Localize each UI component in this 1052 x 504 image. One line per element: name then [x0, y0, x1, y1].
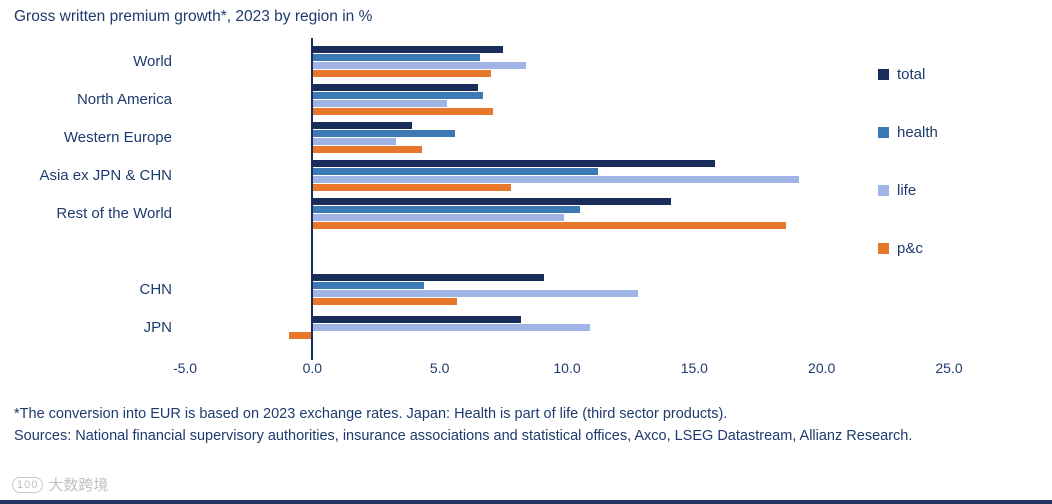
bar-group	[185, 80, 949, 118]
bar-health-chn	[312, 281, 425, 289]
bar-total-western-europe	[312, 121, 412, 129]
bar-total-chn	[312, 273, 545, 281]
bar-health-western-europe	[312, 129, 455, 137]
bar-group	[185, 42, 949, 80]
legend-label: health	[897, 124, 938, 141]
chart-row-north-america: North America	[0, 80, 949, 118]
footnote-sources: Sources: National financial supervisory …	[14, 427, 913, 444]
bar-group	[185, 118, 949, 156]
bar-health-world	[312, 53, 481, 61]
chart-title: Gross written premium growth*, 2023 by r…	[14, 8, 373, 25]
category-label: North America	[76, 90, 172, 108]
zero-axis-line	[311, 38, 314, 360]
chart-row-asia-ex-jpn-chn: Asia ex JPN & CHN	[0, 156, 949, 194]
bar-total-asia-ex-jpn-chn	[312, 159, 715, 167]
legend-swatch-total	[878, 69, 889, 80]
chart-row-western-europe: Western Europe	[0, 118, 949, 156]
bar-p-c-rest-of-the-world	[312, 221, 786, 229]
bar-p-c-jpn	[289, 331, 313, 339]
legend-item-health: health	[878, 124, 938, 141]
watermark-text: 大数跨境	[48, 477, 109, 494]
bar-total-north-america	[312, 83, 478, 91]
bar-life-chn	[312, 289, 639, 297]
x-axis-ticks: -5.0 0.0 5.0 10.0 15.0 20.0 25.0	[0, 352, 963, 382]
bar-total-world	[312, 45, 504, 53]
bar-p-c-asia-ex-jpn-chn	[312, 183, 511, 191]
chart-row-world: World	[0, 42, 949, 80]
bar-life-north-america	[312, 99, 448, 107]
chart-row-rest-of-the-world: Rest of the World	[0, 194, 949, 232]
bar-group	[185, 194, 949, 232]
bar-p-c-world	[312, 69, 491, 77]
x-tick-label: 15.0	[680, 360, 708, 376]
row-spacer	[0, 232, 949, 270]
category-label: World	[133, 52, 172, 70]
category-label: Western Europe	[63, 128, 172, 146]
legend-label: total	[897, 66, 926, 83]
watermark: 100 大数跨境	[12, 474, 108, 495]
x-tick-label: 10.0	[553, 360, 581, 376]
bar-health-asia-ex-jpn-chn	[312, 167, 598, 175]
bar-health-north-america	[312, 91, 483, 99]
x-tick-label: 5.0	[429, 360, 450, 376]
x-tick-label: 25.0	[935, 360, 963, 376]
legend-swatch-life	[878, 185, 889, 196]
bottom-rule	[0, 500, 1052, 504]
footnote-conversion: *The conversion into EUR is based on 202…	[14, 406, 728, 422]
bar-p-c-north-america	[312, 107, 494, 115]
legend: total health life p&c	[878, 66, 938, 257]
legend-label: life	[897, 182, 917, 199]
bar-group	[185, 270, 949, 308]
chart-row-chn: CHN	[0, 270, 949, 308]
footnotes: *The conversion into EUR is based on 202…	[14, 404, 1024, 448]
bar-health-rest-of-the-world	[312, 205, 580, 213]
legend-swatch-p-c	[878, 243, 889, 254]
bar-life-rest-of-the-world	[312, 213, 565, 221]
chart-row-jpn: JPN	[0, 308, 949, 346]
plot-rows: World North America Western Europe Asia ex …	[0, 38, 949, 360]
category-label: JPN	[143, 318, 172, 336]
bar-p-c-western-europe	[312, 145, 422, 153]
bar-life-world	[312, 61, 527, 69]
bar-life-asia-ex-jpn-chn	[312, 175, 799, 183]
bar-p-c-chn	[312, 297, 458, 305]
category-label: Rest of the World	[56, 204, 172, 222]
bar-life-western-europe	[312, 137, 397, 145]
bar-group	[185, 156, 949, 194]
bar-total-rest-of-the-world	[312, 197, 672, 205]
x-tick-label: 0.0	[302, 360, 323, 376]
x-tick-label: -5.0	[172, 360, 198, 376]
x-tick-label: 20.0	[808, 360, 836, 376]
legend-label: p&c	[897, 240, 923, 257]
bar-chart: World North America Western Europe Asia ex …	[0, 38, 1052, 382]
bar-group	[185, 308, 949, 346]
bar-life-jpn	[312, 323, 590, 331]
legend-item-life: life	[878, 182, 938, 199]
watermark-logo: 100	[12, 476, 44, 493]
legend-item-p-c: p&c	[878, 240, 938, 257]
legend-item-total: total	[878, 66, 938, 83]
category-label: CHN	[139, 280, 173, 298]
legend-swatch-health	[878, 127, 889, 138]
bar-total-jpn	[312, 315, 522, 323]
category-label: Asia ex JPN & CHN	[39, 166, 172, 184]
